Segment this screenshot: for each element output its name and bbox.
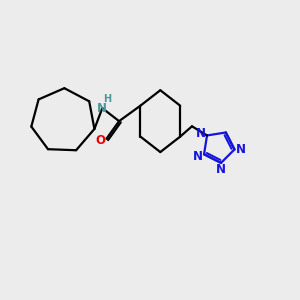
Text: N: N xyxy=(216,163,226,176)
Text: N: N xyxy=(236,143,246,156)
Text: N: N xyxy=(193,150,202,163)
Text: O: O xyxy=(95,134,106,147)
Text: N: N xyxy=(97,102,107,115)
Text: H: H xyxy=(103,94,112,104)
Text: N: N xyxy=(196,127,206,140)
